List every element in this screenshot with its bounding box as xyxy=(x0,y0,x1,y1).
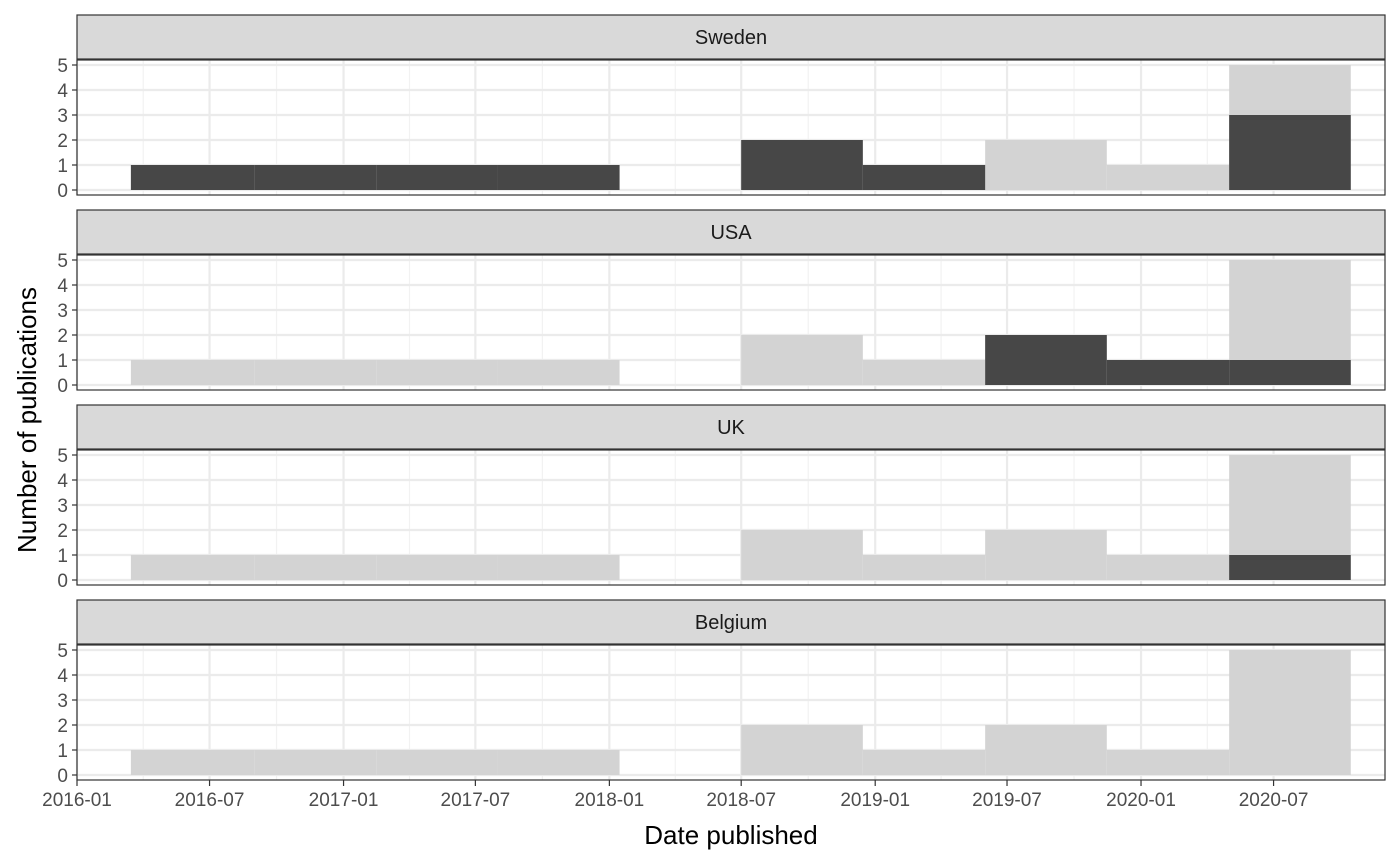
y-tick-label: 2 xyxy=(57,131,68,152)
facet-strip xyxy=(76,14,1386,60)
y-tick-label: 1 xyxy=(57,741,68,762)
panels: Sweden 0 1 2 3 4 5 USA 0 1 2 3 4 5 UK 0 1 2 3 4 5 Belgium 0 1 2 3… xyxy=(57,14,1386,787)
x-axis: 2016-01 2016-07 2017-01 2017-07 2018-01 2018-… xyxy=(42,780,1308,811)
background-bar xyxy=(254,750,377,775)
y-axis-title: Number of publications xyxy=(12,287,42,553)
y-tick-label: 2 xyxy=(57,326,68,347)
panel-border xyxy=(76,254,1386,391)
y-tick-label: 3 xyxy=(57,496,68,517)
y-tick-label: 5 xyxy=(57,446,68,467)
country-bar xyxy=(741,140,863,190)
x-tick-label: 2016-01 xyxy=(42,790,112,811)
background-bar xyxy=(862,555,986,580)
country-bar xyxy=(1229,115,1351,190)
x-tick-label: 2018-01 xyxy=(575,790,645,811)
background-bar xyxy=(1229,650,1351,775)
facet-strip xyxy=(76,599,1386,645)
country-bar xyxy=(1229,360,1351,385)
background-bar xyxy=(985,530,1107,580)
panel-border xyxy=(76,449,1386,586)
country-bar xyxy=(985,335,1107,385)
y-tick-label: 2 xyxy=(57,716,68,737)
background-bar xyxy=(741,725,863,775)
x-tick-label: 2019-07 xyxy=(972,790,1042,811)
y-tick-label: 4 xyxy=(57,471,68,492)
y-tick-label: 3 xyxy=(57,301,68,322)
country-bar xyxy=(497,165,620,190)
country-bar xyxy=(376,165,498,190)
background-bar xyxy=(1106,165,1230,190)
x-tick-label: 2017-07 xyxy=(441,790,511,811)
y-tick-label: 5 xyxy=(57,641,68,662)
country-bar xyxy=(130,165,255,190)
y-tick-label: 1 xyxy=(57,351,68,372)
facet-strip-label: Belgium xyxy=(695,612,767,634)
background-bar xyxy=(254,360,377,385)
y-tick-label: 1 xyxy=(57,546,68,567)
panel-border xyxy=(76,59,1386,196)
x-tick-label: 2017-01 xyxy=(309,790,379,811)
y-tick-label: 3 xyxy=(57,106,68,127)
background-bar xyxy=(130,555,255,580)
y-tick-label: 4 xyxy=(57,81,68,102)
country-bar xyxy=(862,165,986,190)
y-tick-label: 0 xyxy=(57,376,68,397)
background-bar xyxy=(1106,750,1230,775)
background-bar xyxy=(376,360,498,385)
facet-strip-label: Sweden xyxy=(695,27,767,49)
background-bar xyxy=(985,140,1107,190)
background-bar xyxy=(862,750,986,775)
country-bar xyxy=(1106,360,1230,385)
y-tick-label: 1 xyxy=(57,156,68,177)
y-tick-label: 5 xyxy=(57,251,68,272)
x-tick-label: 2018-07 xyxy=(706,790,776,811)
x-tick-label: 2019-01 xyxy=(840,790,910,811)
y-tick-label: 0 xyxy=(57,181,68,202)
background-bar xyxy=(497,750,620,775)
y-tick-label: 0 xyxy=(57,766,68,787)
background-bar xyxy=(376,555,498,580)
y-tick-label: 0 xyxy=(57,571,68,592)
y-tick-label: 5 xyxy=(57,56,68,77)
facet-strip xyxy=(76,404,1386,450)
y-tick-label: 3 xyxy=(57,691,68,712)
facet-strip-label: UK xyxy=(717,417,745,439)
facet-strip-label: USA xyxy=(710,222,752,244)
x-tick-label: 2020-01 xyxy=(1106,790,1176,811)
facet-strip xyxy=(76,209,1386,255)
background-bar xyxy=(254,555,377,580)
panel-border xyxy=(76,644,1386,781)
background-bar xyxy=(985,725,1107,775)
facet-panel-uk: UK 0 1 2 3 4 5 xyxy=(57,404,1386,592)
background-bar xyxy=(1106,555,1230,580)
background-bar xyxy=(130,750,255,775)
y-tick-label: 2 xyxy=(57,521,68,542)
background-bar xyxy=(376,750,498,775)
background-bar xyxy=(741,530,863,580)
country-bar xyxy=(254,165,377,190)
facet-panel-usa: USA 0 1 2 3 4 5 xyxy=(57,209,1386,397)
background-bar xyxy=(497,555,620,580)
background-bar xyxy=(130,360,255,385)
country-bar xyxy=(1229,555,1351,580)
facet-panel-belgium: Belgium 0 1 2 3 4 5 xyxy=(57,599,1386,787)
y-tick-label: 4 xyxy=(57,666,68,687)
x-tick-label: 2016-07 xyxy=(175,790,245,811)
background-bar xyxy=(741,335,863,385)
background-bar xyxy=(862,360,986,385)
background-bar xyxy=(497,360,620,385)
facet-panel-sweden: Sweden 0 1 2 3 4 5 xyxy=(57,14,1386,202)
x-tick-label: 2020-07 xyxy=(1239,790,1309,811)
x-axis-title: Date published xyxy=(644,820,817,850)
y-tick-label: 4 xyxy=(57,276,68,297)
